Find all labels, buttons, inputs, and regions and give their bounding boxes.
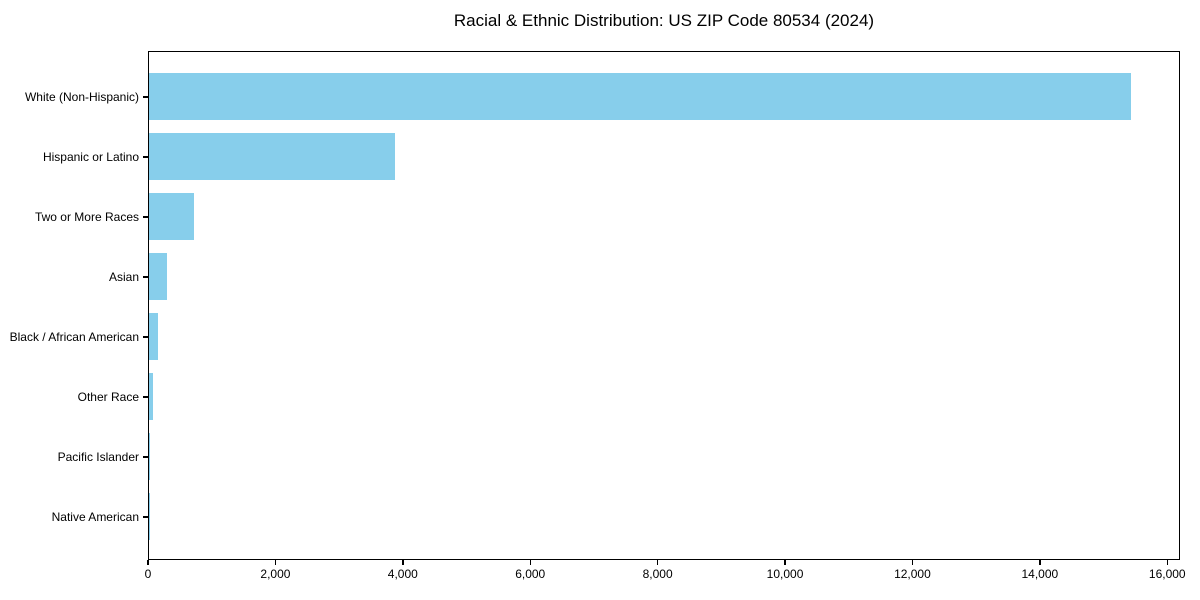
x-axis-label: 16,000 [1148, 567, 1186, 581]
y-axis-label: Two or More Races [34, 210, 139, 224]
x-axis-label: 4,000 [387, 567, 418, 581]
y-axis-label: Other Race [77, 390, 139, 404]
bar-hispanic-or-latino [149, 132, 395, 180]
y-axis-label: Hispanic or Latino [42, 150, 139, 164]
x-axis-label: 2,000 [260, 567, 291, 581]
x-tick-mark [402, 560, 404, 565]
y-axis-label: Native American [51, 510, 139, 524]
y-tick-mark [143, 516, 148, 518]
y-axis-label: Asian [108, 270, 139, 284]
x-axis-label: 10,000 [766, 567, 804, 581]
y-tick-mark [143, 216, 148, 218]
y-tick-mark [143, 456, 148, 458]
x-axis-label: 8,000 [642, 567, 673, 581]
y-tick-mark [143, 396, 148, 398]
y-axis-label: White (Non-Hispanic) [24, 90, 139, 104]
bar-asian [149, 252, 167, 300]
x-tick-mark [784, 560, 786, 565]
chart-title: Racial & Ethnic Distribution: US ZIP Cod… [453, 11, 875, 30]
x-axis-label: 6,000 [515, 567, 546, 581]
bar-two-or-more-races [149, 192, 195, 240]
plot-area [148, 51, 1180, 560]
x-axis-label: 0 [144, 567, 152, 581]
y-axis-label: Black / African American [9, 330, 139, 344]
x-axis-label: 12,000 [894, 567, 931, 581]
y-axis-label: Pacific Islander [57, 450, 139, 464]
y-tick-mark [143, 336, 148, 338]
x-tick-mark [274, 560, 277, 565]
x-tick-mark [1166, 560, 1168, 565]
bar-pacific-islander [149, 432, 150, 480]
x-tick-mark [656, 560, 659, 565]
x-tick-mark [529, 560, 531, 565]
bar-white-non-hispanic [149, 72, 1132, 120]
x-tick-mark [147, 560, 149, 565]
x-axis-label: 14,000 [1021, 567, 1059, 581]
bar-other-race [149, 372, 154, 420]
y-tick-mark [143, 96, 148, 98]
y-tick-mark [143, 156, 148, 158]
bar-black-african-american [149, 312, 159, 360]
x-tick-mark [911, 560, 914, 565]
y-tick-mark [143, 276, 148, 278]
x-tick-mark [1039, 560, 1041, 565]
